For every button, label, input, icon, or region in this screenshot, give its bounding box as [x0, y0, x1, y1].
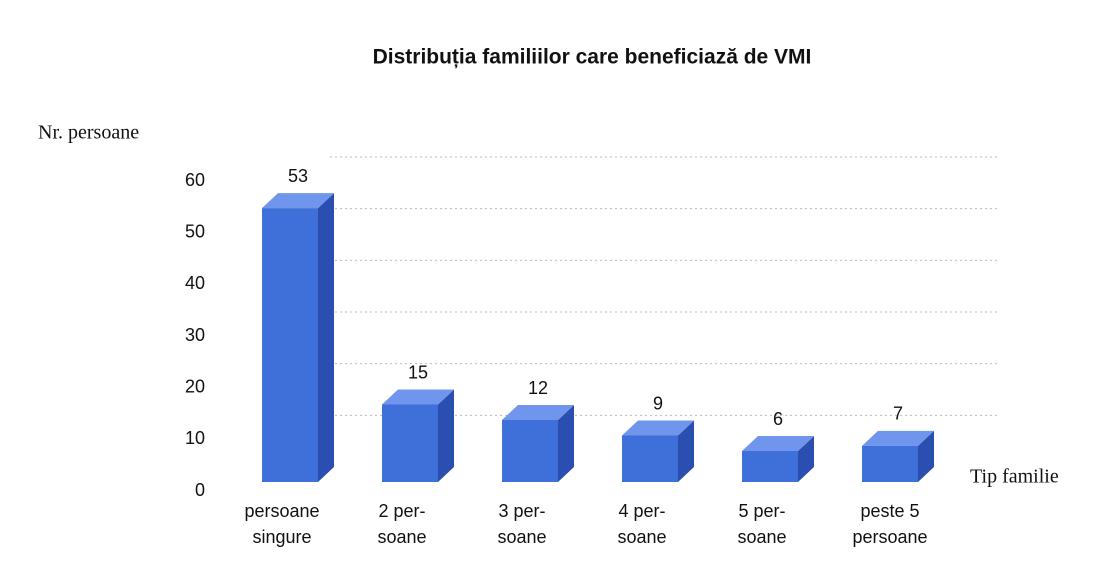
y-tick-label: 30: [185, 325, 205, 345]
bar-side: [798, 436, 814, 482]
bar-top: [622, 420, 694, 436]
y-tick-label: 40: [185, 273, 205, 293]
x-tick-label: peste 5: [860, 501, 919, 521]
bar-front: [862, 445, 918, 482]
x-tick-label: soane: [497, 527, 546, 547]
bar-top: [382, 389, 454, 405]
bar: [742, 436, 814, 482]
y-tick-label: 60: [185, 170, 205, 190]
y-tick-label: 0: [195, 480, 205, 500]
bar-front: [382, 404, 438, 482]
x-tick-label: soane: [737, 527, 786, 547]
bar-front: [622, 435, 678, 482]
chart-title: Distribuția familiilor care beneficiază …: [373, 46, 812, 69]
y-tick-label: 10: [185, 428, 205, 448]
x-tick-label: persoane: [852, 527, 927, 547]
x-axis-label: Tip familie: [970, 466, 1059, 488]
y-tick-label: 50: [185, 221, 205, 241]
bar-front: [262, 208, 318, 482]
bar-front: [742, 451, 798, 482]
x-tick-label: singure: [252, 527, 311, 547]
data-label: 9: [653, 393, 663, 413]
y-axis-label: Nr. persoane: [38, 122, 139, 144]
x-tick-label: persoane: [244, 501, 319, 521]
bar-top: [862, 430, 934, 446]
bar-top: [502, 405, 574, 420]
bar-top: [742, 436, 814, 451]
y-tick-label: 20: [185, 376, 205, 396]
bar: [262, 193, 334, 482]
x-tick-label: 2 per-: [378, 501, 425, 521]
bar-side: [438, 389, 454, 482]
x-tick-label: 5 per-: [738, 501, 785, 521]
bar-side: [678, 420, 694, 482]
bar-top: [262, 193, 334, 209]
x-tick-label: soane: [377, 527, 426, 547]
bar-side: [918, 430, 934, 482]
data-label: 12: [528, 378, 548, 398]
bar-side: [558, 405, 574, 482]
bar: [862, 430, 934, 482]
x-tick-label: 4 per-: [618, 501, 665, 521]
x-tick-label: 3 per-: [498, 501, 545, 521]
bar-front: [502, 420, 558, 482]
bar: [502, 405, 574, 482]
data-label: 7: [893, 404, 903, 424]
bar: [622, 420, 694, 482]
data-label: 15: [408, 362, 428, 382]
bar: [382, 389, 454, 482]
bar-side: [318, 193, 334, 482]
data-label: 6: [773, 409, 783, 429]
x-tick-label: soane: [617, 527, 666, 547]
data-label: 53: [288, 166, 308, 186]
